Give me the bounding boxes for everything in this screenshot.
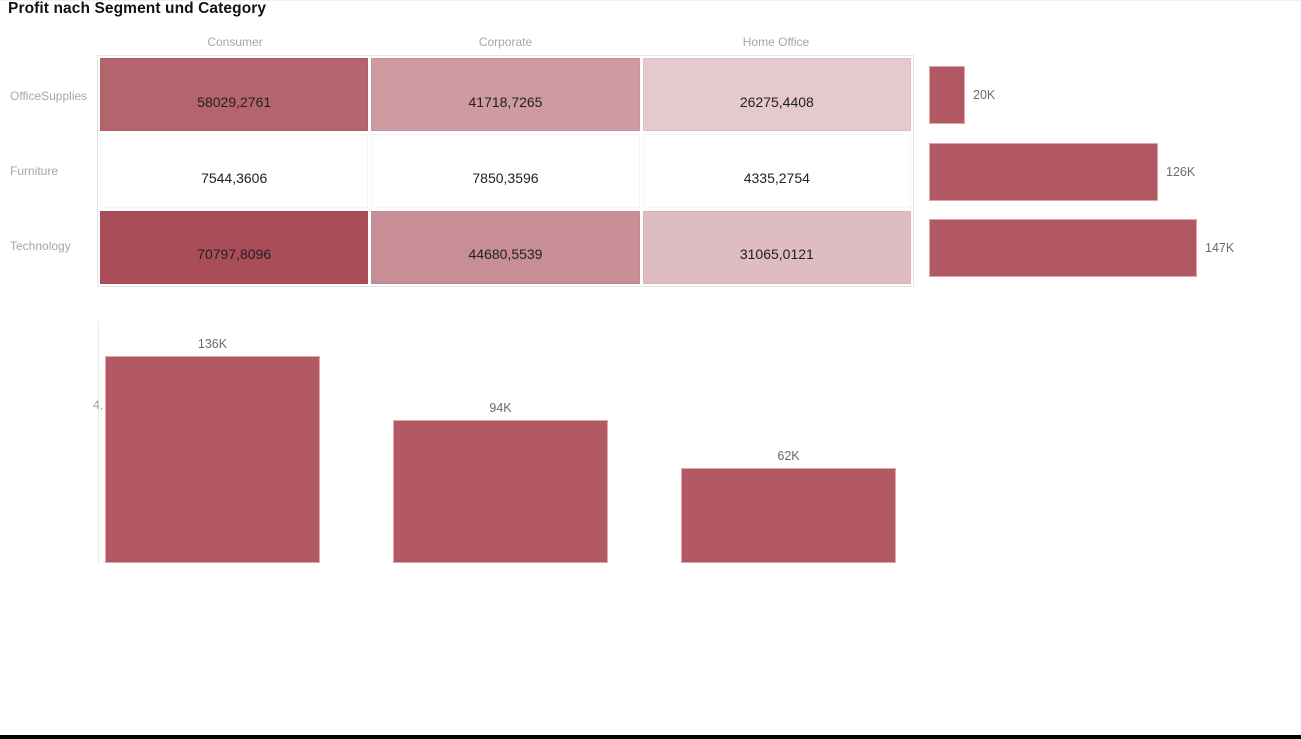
column-header: Home Office [742,35,810,49]
column-header: Consumer [207,35,263,49]
bar-value-label: 136K [197,337,228,351]
row-total-bar[interactable] [929,219,1197,277]
column-total-bar[interactable] [393,420,608,563]
row-total-bar[interactable] [929,66,965,124]
matrix-cell[interactable]: 7850,3596 [371,134,640,208]
matrix-cell[interactable]: 4335,2754 [642,134,911,208]
bar-value-label: 126K [1166,165,1196,179]
row-header: Furniture [10,164,59,178]
matrix-cell[interactable]: 31065,0121 [642,210,911,284]
column-total-bar[interactable] [105,356,320,563]
matrix-cell[interactable]: 70797,8096 [100,210,369,284]
bar-value-label: 147K [1205,241,1235,255]
row-header: OfficeSupplies [10,89,88,103]
bar-value-label: 20K [973,88,996,102]
column-chart-axis-line [98,322,99,563]
top-border-line [0,0,1301,1]
column-header: Corporate [478,35,533,49]
bar-value-label: 62K [777,449,800,463]
heatmap-matrix: 58029,2761 41718,7265 26275,4408 7544,3606 7… [97,55,914,287]
bar-value-label: 94K [489,401,512,415]
matrix-cell[interactable]: 26275,4408 [642,58,911,132]
row-total-bar[interactable] [929,143,1158,201]
matrix-cell[interactable]: 41718,7265 [371,58,640,132]
matrix-cell[interactable]: 7544,3606 [100,134,369,208]
window-bottom-border [0,735,1301,739]
matrix-cell[interactable]: 58029,2761 [100,58,369,132]
row-header: Technology [10,239,71,253]
chart-title: Profit nach Segment und Category [8,0,267,17]
column-total-bar[interactable] [681,468,896,563]
matrix-cell[interactable]: 44680,5539 [371,210,640,284]
truncated-axis-label: 4, [92,398,103,412]
